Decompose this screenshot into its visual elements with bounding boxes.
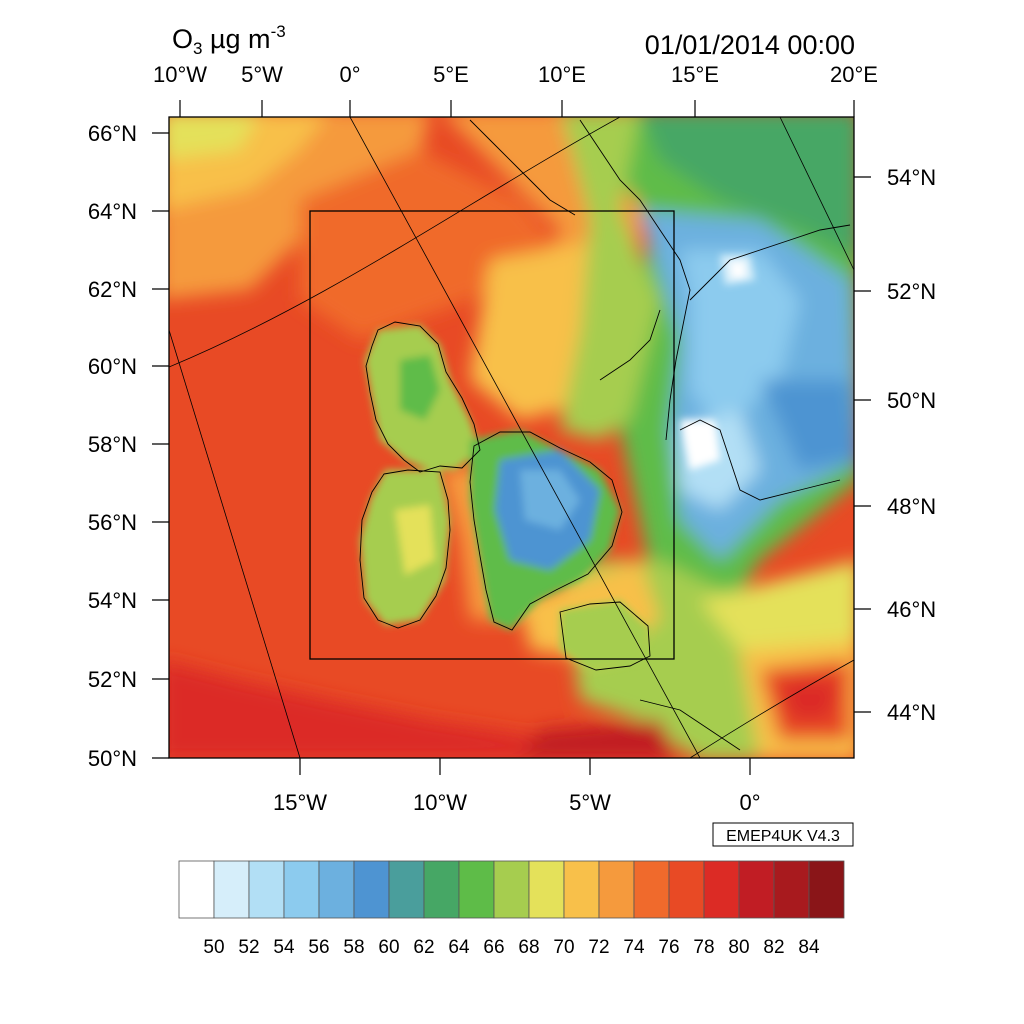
- colorbar-swatch: [598, 860, 635, 919]
- colorbar-tick-label: 68: [518, 937, 539, 958]
- colorbar-swatch: [703, 860, 740, 919]
- right-tick-label: 46°N: [887, 597, 936, 622]
- colorbar-tick-label: 60: [378, 937, 399, 958]
- bottom-tick-label: 5°W: [569, 790, 611, 815]
- colorbar-tick-label: 78: [693, 937, 714, 958]
- colorbar-labels: 50 52 54 56 58 60 62 64 66 68 70 72 74 76 78 80 82 84: [203, 937, 820, 958]
- ozone-concentration-field: [169, 117, 854, 758]
- colorbar-swatch: [668, 860, 705, 919]
- left-tick-label: 50°N: [88, 746, 137, 771]
- colorbar-tick-label: 76: [658, 937, 679, 958]
- map-title: O3 µg m-3: [172, 22, 286, 58]
- bottom-tick-label: 10°W: [413, 790, 467, 815]
- right-tick-label: 44°N: [887, 700, 936, 725]
- colorbar-tick-label: 70: [553, 937, 574, 958]
- colorbar-swatch: [388, 860, 425, 919]
- left-tick-label: 64°N: [88, 199, 137, 224]
- left-latitude-axis: [152, 132, 169, 759]
- map-timestamp: 01/01/2014 00:00: [645, 30, 855, 60]
- right-tick-label: 50°N: [887, 388, 936, 413]
- map-frame: [168, 116, 855, 759]
- colorbar-tick-label: 66: [483, 937, 504, 958]
- colorbar-tick-label: 58: [343, 937, 364, 958]
- left-tick-label: 54°N: [88, 588, 137, 613]
- right-tick-label: 52°N: [887, 279, 936, 304]
- colorbar-tick-label: 62: [413, 937, 434, 958]
- colorbar-swatch: [773, 860, 810, 919]
- colorbar-tick-label: 82: [763, 937, 784, 958]
- bottom-tick-label: 15°W: [273, 790, 327, 815]
- bottom-longitude-axis: [299, 758, 751, 775]
- colorbar-tick-label: 64: [448, 937, 470, 958]
- bottom-tick-label: 0°: [739, 790, 760, 815]
- right-tick-label: 48°N: [887, 494, 936, 519]
- colorbar-tick-label: 84: [798, 937, 820, 958]
- left-tick-label: 60°N: [88, 354, 137, 379]
- top-tick-label: 20°E: [830, 62, 878, 87]
- top-tick-label: 5°E: [433, 62, 469, 87]
- colorbar-tick-label: 74: [623, 937, 645, 958]
- colorbar-swatch: [808, 860, 845, 919]
- top-tick-label: 5°W: [241, 62, 283, 87]
- top-longitude-axis: [179, 100, 855, 117]
- right-latitude-axis: [854, 176, 871, 713]
- colorbar-tick-label: 50: [203, 937, 224, 958]
- top-tick-label: 0°: [339, 62, 360, 87]
- model-label-box: EMEP4UK V4.3: [712, 822, 854, 847]
- nested-domain-box: [309, 210, 675, 660]
- left-tick-label: 56°N: [88, 510, 137, 535]
- colorbar-tick-label: 72: [588, 937, 609, 958]
- model-label: EMEP4UK V4.3: [726, 828, 840, 845]
- colorbar-tick-label: 54: [273, 937, 295, 958]
- left-tick-label: 66°N: [88, 121, 137, 146]
- colorbar-tick-label: 80: [728, 937, 749, 958]
- colorbar-swatch: [423, 860, 460, 919]
- colorbar-swatch: [738, 860, 775, 919]
- left-tick-label: 52°N: [88, 667, 137, 692]
- colorbar-tick-label: 52: [238, 937, 259, 958]
- left-tick-label: 58°N: [88, 432, 137, 457]
- colorbar-swatch: [283, 860, 320, 919]
- colorbar-tick-label: 56: [308, 937, 329, 958]
- colorbar-swatch: [633, 860, 670, 919]
- top-tick-label: 15°E: [671, 62, 719, 87]
- left-tick-label: 62°N: [88, 277, 137, 302]
- colorbar-swatch: [248, 860, 285, 919]
- colorbar-swatch: [563, 860, 600, 919]
- colorbar-swatch: [458, 860, 495, 919]
- colorbar-swatch: [213, 860, 250, 919]
- colorbar: [178, 860, 845, 919]
- right-tick-label: 54°N: [887, 165, 936, 190]
- colorbar-swatch: [178, 860, 215, 919]
- colorbar-swatch: [528, 860, 565, 919]
- colorbar-swatch: [493, 860, 530, 919]
- colorbar-swatch: [353, 860, 390, 919]
- top-tick-label: 10°W: [153, 62, 207, 87]
- colorbar-swatch: [318, 860, 355, 919]
- top-tick-label: 10°E: [538, 62, 586, 87]
